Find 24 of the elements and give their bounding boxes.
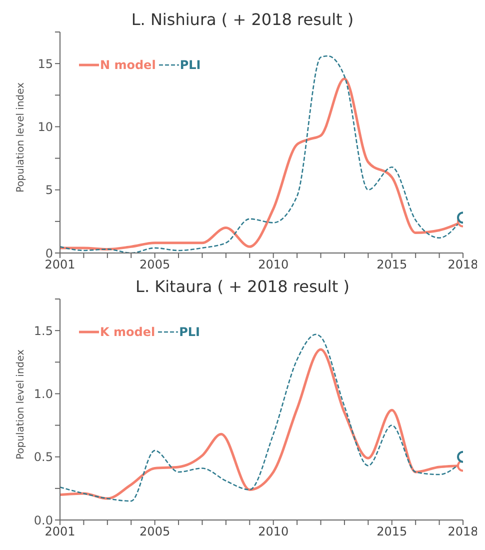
y-tick-label: 15 <box>38 56 53 71</box>
y-tick-label: 1.5 <box>34 324 53 338</box>
x-tick-label: 2005 <box>140 524 170 539</box>
y-tick-label: 0 <box>45 246 53 260</box>
y-tick-label: 0.5 <box>34 450 53 464</box>
x-tick-label: 2005 <box>140 258 170 272</box>
x-tick-label: 2015 <box>376 258 408 272</box>
legend-label: N model <box>100 58 156 72</box>
x-tick-label: 2001 <box>44 258 76 272</box>
legend-label: PLI <box>180 58 201 72</box>
y-tick-label: 5 <box>45 183 53 198</box>
y-axis-title: Population level index <box>16 349 27 460</box>
chart-title: L. Nishiura ( + 2018 result ) <box>130 10 355 29</box>
y-tick-label: 1.0 <box>34 386 53 401</box>
x-tick-label: 2010 <box>258 524 289 539</box>
x-tick-label: 2001 <box>44 524 76 539</box>
y-tick-label: 10 <box>38 120 53 134</box>
x-tick-label: 2015 <box>376 524 408 539</box>
legend-label: K model <box>100 325 156 339</box>
legend-label: PLI <box>179 325 200 339</box>
chart-title: L. Kitaura ( + 2018 result ) <box>134 277 350 296</box>
x-tick-label: 2010 <box>258 258 289 272</box>
y-tick-label: 0.0 <box>34 513 53 528</box>
y-axis-title: Population level index <box>16 82 27 192</box>
